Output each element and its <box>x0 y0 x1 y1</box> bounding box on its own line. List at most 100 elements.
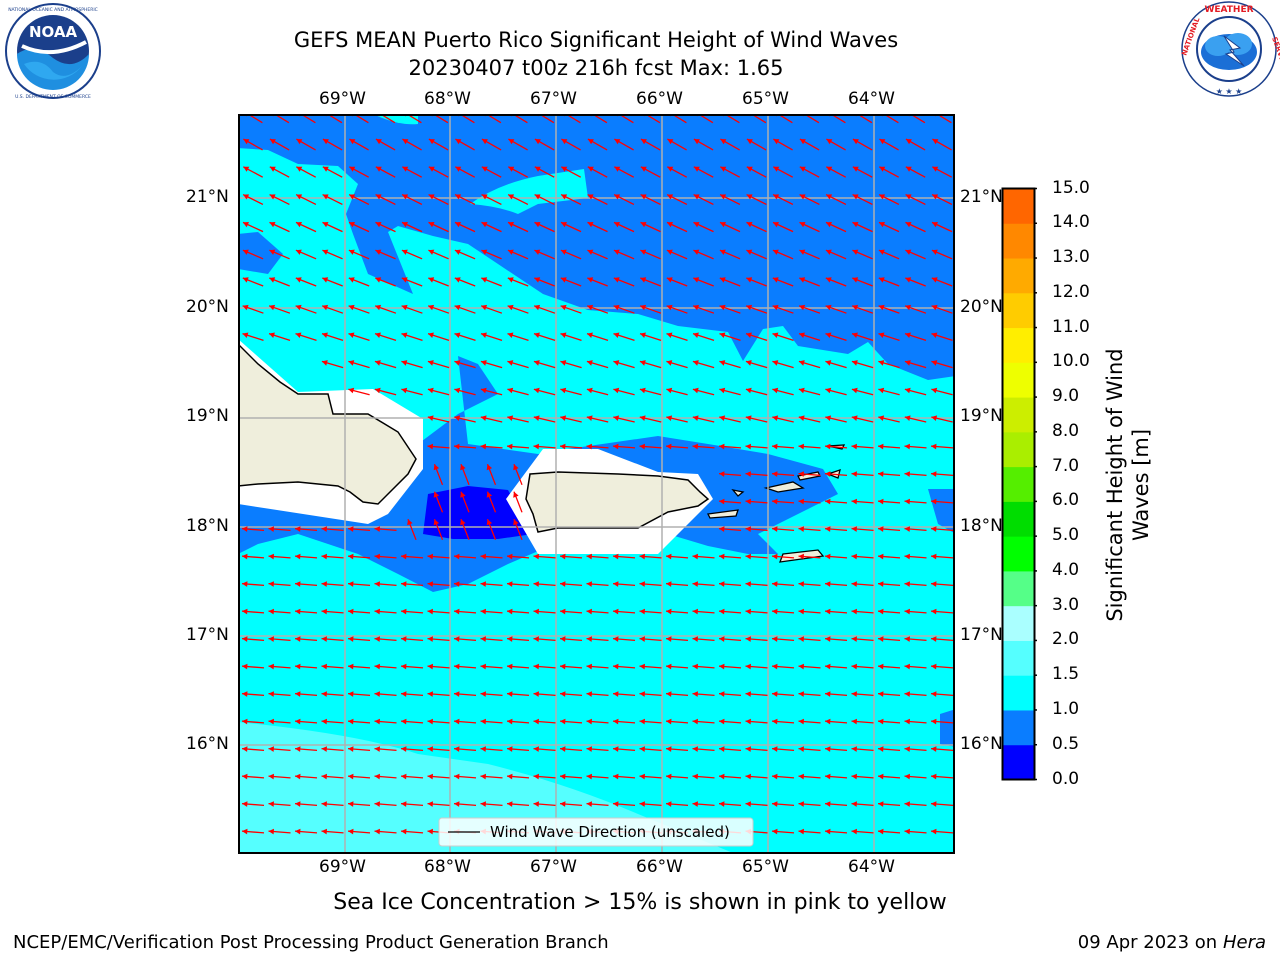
wind-wave-arrow-head <box>348 277 355 283</box>
wind-wave-arrow-head <box>375 166 382 172</box>
wind-wave-arrow-head <box>242 801 248 807</box>
wind-wave-arrow-head <box>374 828 380 835</box>
wind-wave-arrow-head <box>454 277 461 283</box>
wind-wave-arrow-head <box>561 222 567 228</box>
wind-wave-arrow-head <box>508 222 514 228</box>
colorbar-tick-label: 15.0 <box>1052 177 1090 198</box>
wind-wave-arrow-head <box>534 249 541 255</box>
wind-wave-arrow-head <box>931 277 938 283</box>
colorbar-tick-label: 0.5 <box>1052 733 1080 754</box>
wind-wave-arrow-head <box>375 194 382 200</box>
wind-wave-arrow-head <box>878 277 885 283</box>
noaa-logo: NOAA NATIONAL OCEANIC AND ATMOSPHERIC U.… <box>5 3 101 100</box>
wind-wave-arrow-head <box>851 828 857 835</box>
wind-wave-arrow-head <box>401 304 408 311</box>
wind-wave-arrow-head <box>931 581 937 587</box>
colorbar-segment <box>1002 709 1035 746</box>
wind-wave-arrow-head <box>666 581 672 587</box>
wind-wave-arrow-head <box>374 581 380 587</box>
wind-wave-arrow-head <box>427 828 433 835</box>
wind-wave-arrow-head <box>692 663 698 670</box>
wind-wave-arrow-head <box>401 277 408 283</box>
wind-wave-arrow-head <box>586 553 592 560</box>
svg-text:★ ★ ★: ★ ★ ★ <box>1216 87 1243 96</box>
colorbar-tick-label: 13.0 <box>1052 247 1090 268</box>
wind-wave-arrow-head <box>719 360 726 366</box>
wind-wave-arrow-head <box>904 801 910 807</box>
legend-text: Wind Wave Direction (unscaled) <box>490 823 730 841</box>
wind-wave-arrow-head <box>560 387 567 394</box>
wind-wave-arrow-head <box>269 304 276 311</box>
wind-wave-arrow-head <box>560 443 566 450</box>
wind-wave-arrow-head <box>242 663 248 670</box>
wind-wave-arrow-head <box>692 691 698 697</box>
wind-wave-arrow <box>566 115 581 124</box>
wind-wave-arrow <box>619 115 634 124</box>
wind-wave-arrow-head <box>374 663 380 670</box>
wind-wave-arrow-head <box>268 636 274 642</box>
colorbar-segment <box>1002 536 1035 572</box>
wind-wave-arrow-head <box>242 249 249 255</box>
wind-wave-arrow-head <box>586 773 592 780</box>
wind-wave-arrow-head <box>454 663 460 670</box>
wind-wave-arrow-head <box>878 581 884 587</box>
wind-wave-arrow-head <box>401 249 408 255</box>
wind-wave-arrow-head <box>269 166 276 172</box>
wave-band-0.5-1.0-north <box>239 115 954 380</box>
wind-wave-arrow-head <box>507 636 513 642</box>
wind-wave-arrow-head <box>879 194 886 200</box>
wind-wave-arrow-head <box>269 222 276 228</box>
wind-wave-arrow-head <box>639 387 646 394</box>
wind-wave-arrow-head <box>433 491 440 498</box>
lon-label-bottom: 69°W <box>319 857 366 877</box>
wind-wave-arrow-head <box>507 663 513 670</box>
wind-wave-arrow-head <box>455 222 461 228</box>
wind-wave-arrow-head <box>587 277 594 283</box>
wind-wave-arrow-head <box>614 166 621 172</box>
wind-wave-arrow-head <box>639 773 645 780</box>
wind-wave-arrow-head <box>772 636 778 642</box>
wind-wave-arrow-head <box>666 387 673 394</box>
wind-wave-arrow-head <box>799 222 806 228</box>
wind-wave-arrow-head <box>719 553 725 560</box>
wind-wave-arrow-head <box>560 691 566 697</box>
wind-wave-arrow-head <box>402 139 409 145</box>
wind-wave-arrow-head <box>322 139 329 145</box>
wind-wave-arrow-head <box>533 387 540 394</box>
wind-wave-arrow-head <box>667 166 674 172</box>
wind-wave-arrow-head <box>455 166 462 172</box>
wind-wave-arrow-head <box>454 608 460 615</box>
wind-wave-arrow-head <box>798 746 804 752</box>
wind-wave-arrow-head <box>321 773 327 780</box>
wind-wave-arrow-head <box>560 360 567 366</box>
wind-wave-arrow-head <box>693 194 700 200</box>
wind-wave-arrow-head <box>825 801 831 807</box>
svg-text:WEATHER: WEATHER <box>1204 5 1253 15</box>
wind-wave-arrow-head <box>560 581 566 587</box>
wind-wave-arrow-head <box>268 691 274 697</box>
wind-wave-arrow-head <box>507 691 513 697</box>
wind-wave-arrow <box>248 115 263 124</box>
wind-wave-arrow-head <box>480 801 486 807</box>
wind-wave-arrow <box>274 115 290 124</box>
wind-wave-arrow-head <box>878 332 885 338</box>
colorbar-tick-label: 11.0 <box>1052 316 1090 337</box>
wind-wave-arrow-head <box>295 746 301 752</box>
wind-wave-arrow-head <box>427 360 434 366</box>
wind-wave-arrow-head <box>798 773 804 780</box>
wind-wave-arrow-head <box>746 249 753 255</box>
wind-wave-arrow-head <box>931 332 938 338</box>
wind-wave-arrow-head <box>348 249 355 255</box>
wind-wave-arrow-head <box>534 277 541 283</box>
lat-label-right: 16°N <box>960 734 1003 754</box>
wind-wave-arrow-head <box>481 194 488 200</box>
wind-wave-arrow-head <box>692 387 699 394</box>
wind-wave-arrow-head <box>639 691 645 697</box>
wind-wave-arrow-head <box>719 663 725 670</box>
wind-wave-arrow-head <box>348 773 354 780</box>
wind-wave-arrow-head <box>560 773 566 780</box>
wind-wave-arrow-head <box>513 491 519 498</box>
wind-wave-arrow-head <box>825 581 831 587</box>
wind-wave-arrow <box>301 115 316 124</box>
footer-machine: Hera <box>1222 932 1266 953</box>
